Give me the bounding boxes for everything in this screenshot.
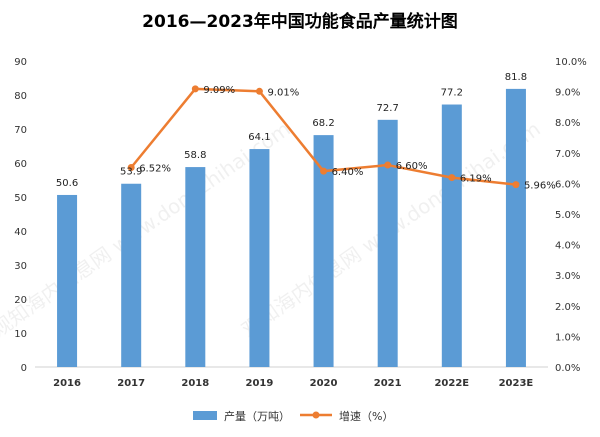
y-left-tick-label-8: 80 [14, 91, 27, 102]
x-tick-label-3: 2019 [246, 378, 274, 389]
growth-value-label-2022E: 6.19% [460, 174, 492, 185]
y-right-tick-label-4: 4.0% [555, 241, 580, 252]
y-left-tick-label-5: 50 [14, 193, 27, 204]
y-left-tick-label-0: 0 [21, 363, 27, 374]
bar-2019 [249, 149, 270, 367]
legend: 产量（万吨） 增速（%） [193, 409, 393, 423]
x-tick-label-1: 2017 [117, 378, 145, 389]
bar-2020 [313, 135, 334, 367]
x-tick-label-6: 2022E [434, 378, 469, 389]
bar-value-label-2016: 50.6 [56, 178, 78, 189]
x-tick-label-7: 2023E [499, 378, 534, 389]
x-tick-label-2: 2018 [181, 378, 209, 389]
bar-value-label-2021: 72.7 [377, 103, 399, 114]
y-right-tick-label-2: 2.0% [555, 302, 580, 313]
axes: 0 10 20 30 40 50 60 70 80 90 0.0% 1.0% 2.0% 3.0% 4.0% 5… [14, 57, 587, 389]
y-left-tick-label-2: 20 [14, 295, 27, 306]
growth-value-label-2018: 9.09% [203, 85, 235, 96]
y-right-tick-label-9: 9.0% [555, 88, 580, 99]
bar-2018 [185, 167, 206, 367]
y-right-tick-label-5: 5.0% [555, 210, 580, 221]
y-left-tick-label-1: 10 [14, 329, 27, 340]
y-right-tick-label-8: 8.0% [555, 118, 580, 129]
legend-label-growth: 增速（%） [339, 409, 393, 423]
bar-value-label-2020: 68.2 [312, 118, 334, 129]
y-right-tick-label-7: 7.0% [555, 149, 580, 160]
y-left-tick-label-6: 60 [14, 159, 27, 170]
growth-point-2023E [512, 181, 520, 189]
growth-value-label-2017: 6.52% [139, 163, 171, 174]
bar-2021 [377, 119, 398, 367]
legend-label-production: 产量（万吨） [224, 409, 290, 423]
growth-value-label-2023E: 5.96% [524, 181, 556, 192]
x-tick-label-0: 2016 [53, 378, 81, 389]
y-left-tick-label-3: 30 [14, 261, 27, 272]
growth-point-2019 [255, 87, 263, 95]
y-left-tick-label-9: 90 [14, 57, 27, 68]
growth-point-2018 [191, 85, 199, 93]
bar-value-label-2018: 58.8 [184, 150, 206, 161]
bar-2023E [505, 88, 526, 367]
x-tick-label-5: 2021 [374, 378, 402, 389]
bar-value-label-2017: 53.9 [120, 167, 142, 178]
bar-series [57, 88, 526, 368]
growth-point-2017 [127, 163, 135, 171]
growth-value-label-2019: 9.01% [267, 87, 299, 98]
bar-value-label-2023E: 81.8 [505, 72, 527, 83]
legend-line-marker [312, 411, 320, 419]
y-left-tick-label-4: 40 [14, 227, 27, 238]
bar-2022E [441, 104, 462, 368]
bar-value-label-2022E: 77.2 [441, 88, 463, 99]
data-labels: 50.6 53.9 58.8 64.1 68.2 72.7 77.2 81.8 6.52% 9.0… [56, 72, 556, 192]
y-right-tick-label-1: 1.0% [555, 332, 580, 343]
growth-point-2021 [384, 161, 392, 169]
y-right-tick-label-10: 10.0% [555, 57, 587, 68]
growth-value-label-2020: 6.40% [332, 167, 364, 178]
bar-value-label-2019: 64.1 [248, 132, 270, 143]
y-right-tick-label-3: 3.0% [555, 271, 580, 282]
x-tick-label-4: 2020 [310, 378, 338, 389]
legend-bar-swatch [193, 411, 217, 420]
chart-title: 2016—2023年中国功能食品产量统计图 [142, 11, 458, 32]
bar-2017 [121, 183, 142, 367]
bar-2016 [57, 194, 78, 367]
growth-point-2020 [320, 167, 328, 175]
y-left-tick-label-7: 70 [14, 125, 27, 136]
y-right-tick-label-0: 0.0% [555, 363, 580, 374]
growth-value-label-2021: 6.60% [396, 161, 428, 172]
line-series [127, 85, 520, 189]
y-right-tick-label-6: 6.0% [555, 179, 580, 190]
growth-point-2022E [448, 174, 456, 182]
